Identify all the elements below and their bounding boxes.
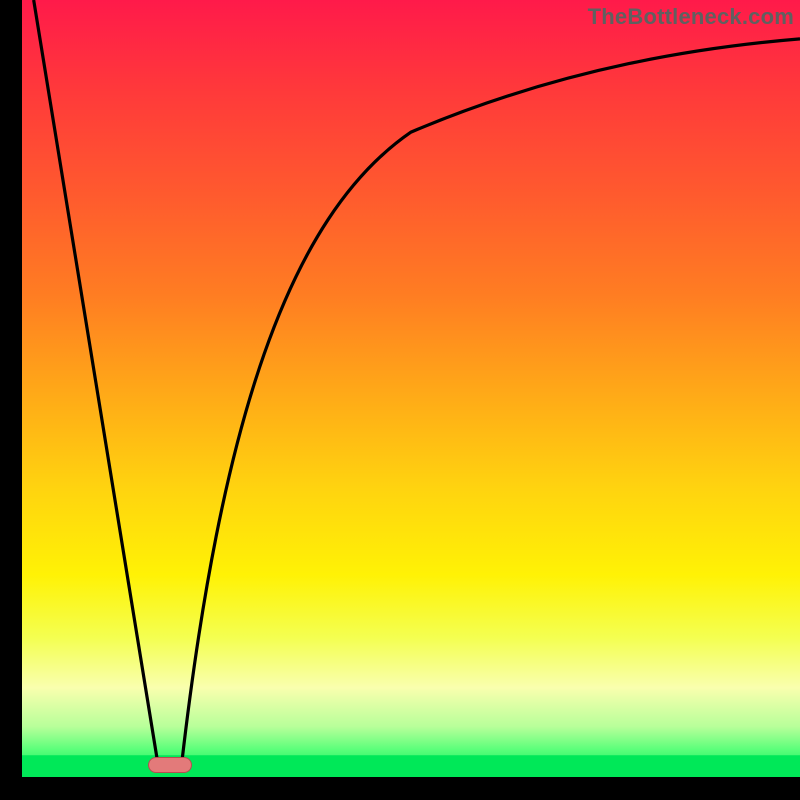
watermark-text: TheBottleneck.com (588, 4, 794, 30)
bottleneck-curves (22, 0, 800, 777)
v-notch-line (34, 0, 158, 765)
optimal-point-marker (148, 757, 192, 773)
chart-frame: TheBottleneck.com (0, 0, 800, 800)
plot-area: TheBottleneck.com (22, 0, 800, 777)
rising-curve (181, 39, 800, 766)
